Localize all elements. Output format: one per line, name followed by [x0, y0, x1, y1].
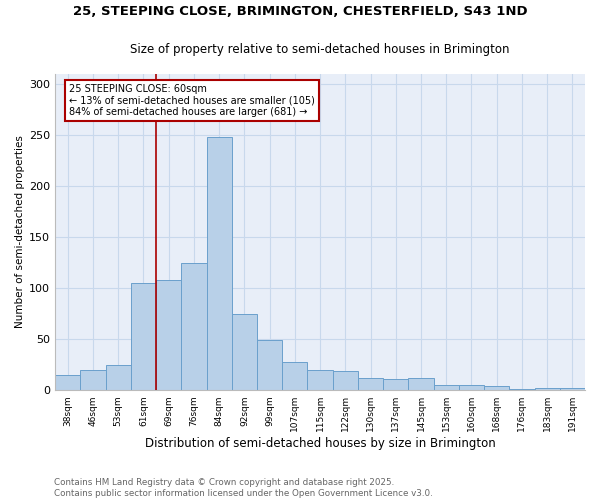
Bar [409, 378, 434, 390]
Bar [560, 388, 585, 390]
Bar [257, 340, 282, 390]
Bar [484, 386, 509, 390]
Bar [106, 364, 131, 390]
Bar [509, 389, 535, 390]
Text: Contains HM Land Registry data © Crown copyright and database right 2025.
Contai: Contains HM Land Registry data © Crown c… [54, 478, 433, 498]
Bar [332, 371, 358, 390]
Y-axis label: Number of semi-detached properties: Number of semi-detached properties [15, 136, 25, 328]
Bar [383, 379, 409, 390]
Bar [80, 370, 106, 390]
Text: 25 STEEPING CLOSE: 60sqm
← 13% of semi-detached houses are smaller (105)
84% of : 25 STEEPING CLOSE: 60sqm ← 13% of semi-d… [69, 84, 315, 117]
Bar [131, 283, 156, 390]
Bar [434, 385, 459, 390]
Bar [55, 375, 80, 390]
Bar [282, 362, 307, 390]
X-axis label: Distribution of semi-detached houses by size in Brimington: Distribution of semi-detached houses by … [145, 437, 496, 450]
Bar [535, 388, 560, 390]
Text: 25, STEEPING CLOSE, BRIMINGTON, CHESTERFIELD, S43 1ND: 25, STEEPING CLOSE, BRIMINGTON, CHESTERF… [73, 5, 527, 18]
Bar [459, 385, 484, 390]
Bar [358, 378, 383, 390]
Bar [206, 137, 232, 390]
Bar [156, 280, 181, 390]
Bar [232, 314, 257, 390]
Bar [181, 262, 206, 390]
Bar [307, 370, 332, 390]
Title: Size of property relative to semi-detached houses in Brimington
: Size of property relative to semi-detach… [130, 43, 510, 71]
